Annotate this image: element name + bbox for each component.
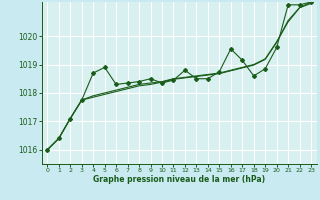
X-axis label: Graphe pression niveau de la mer (hPa): Graphe pression niveau de la mer (hPa) (93, 175, 265, 184)
